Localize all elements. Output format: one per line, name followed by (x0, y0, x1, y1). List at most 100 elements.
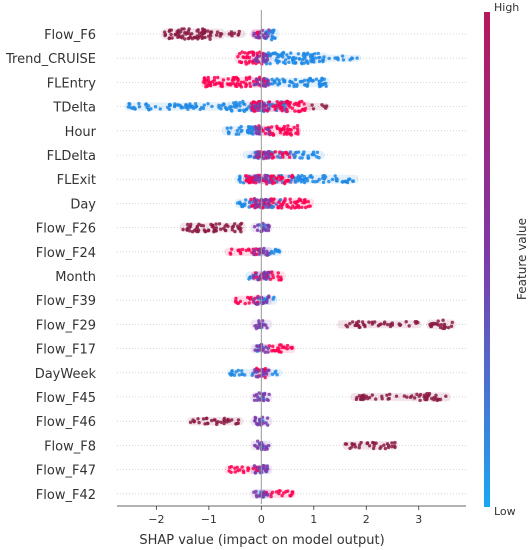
point-flow-f6-high (208, 37, 212, 41)
point-trend-cruise-low (281, 55, 285, 59)
feature-label-trend-cruise: Trend_CRUISE (5, 52, 96, 67)
point-flow-f26-mid (261, 221, 265, 226)
point-flow-f6-high (232, 31, 237, 35)
point-flow-f45-mid (252, 398, 257, 402)
point-dayweek-mid (264, 372, 269, 376)
point-flow-f6-mid (261, 33, 265, 37)
point-flexit-low (321, 180, 326, 185)
point-flow-f46-high (230, 418, 234, 422)
point-month-high (253, 271, 258, 275)
point-flow-f6-high (183, 37, 187, 41)
point-flow-f46-mid (258, 417, 262, 422)
point-flow-f46-high (235, 421, 239, 426)
point-flow-f45-mid (262, 398, 266, 403)
point-tdelta-high (275, 100, 279, 104)
point-flow-f8-mid (267, 443, 271, 448)
point-flow-f45-mid (255, 398, 259, 402)
point-fldelta-low (315, 150, 320, 154)
point-trend-cruise-low (335, 56, 340, 60)
point-flow-f29-high (433, 321, 437, 326)
point-trend-cruise-low (316, 51, 320, 56)
point-flow-f6-high (182, 27, 186, 31)
point-flow-f47-high (241, 469, 246, 473)
point-flentry-high (236, 78, 240, 82)
point-trend-cruise-low (293, 61, 298, 65)
point-flow-f39-high (234, 299, 238, 303)
point-flow-f47-mid (253, 471, 258, 475)
point-flow-f39-mid (256, 302, 260, 306)
point-trend-cruise-low (280, 51, 284, 56)
point-hour-high (296, 132, 300, 136)
point-flow-f26-high (219, 227, 223, 231)
point-flow-f26-high (201, 224, 206, 228)
point-flow-f29-high (348, 322, 352, 326)
point-flow-f17-high (290, 345, 294, 350)
point-flentry-low (321, 82, 325, 87)
point-fldelta-low (276, 155, 280, 159)
point-flentry-high (244, 78, 249, 82)
point-flexit-high (274, 176, 279, 180)
point-day-low (244, 198, 248, 202)
point-hour-low (225, 126, 229, 130)
point-flow-f42-high (274, 490, 279, 494)
point-day-mid (256, 203, 260, 207)
point-day-mid (264, 198, 269, 202)
point-flow-f46-mid (253, 419, 257, 423)
point-flow-f42-mid (255, 495, 259, 499)
point-flow-f24-low (269, 251, 273, 255)
point-flexit-low (341, 180, 345, 184)
point-flow-f6-high (163, 30, 167, 34)
point-flow-f29-high (436, 319, 440, 323)
point-flow-f29-high (370, 322, 375, 326)
point-trend-cruise-low (355, 56, 359, 60)
point-flow-f46-high (216, 420, 220, 424)
point-flow-f6-mid (267, 28, 271, 32)
point-dayweek-low (237, 373, 242, 377)
point-flow-f29-high (360, 320, 365, 324)
point-flow-f46-mid (253, 416, 258, 420)
point-flow-f29-mid (265, 326, 269, 330)
point-flow-f6-high (208, 30, 213, 34)
point-fldelta-low (317, 156, 321, 160)
point-dayweek-low (230, 369, 234, 374)
feature-label-flow-f6: Flow_F6 (44, 28, 96, 43)
point-tdelta-low (241, 102, 246, 106)
point-flow-f26-high (190, 230, 195, 234)
point-hour-mid (254, 131, 258, 135)
feature-points-flow-f8 (250, 439, 399, 452)
point-flow-f17-high (271, 344, 275, 348)
point-flow-f45-high (357, 394, 362, 398)
point-flow-f6-high (196, 37, 200, 41)
point-flow-f45-high (387, 396, 391, 401)
point-flexit-mid (264, 177, 268, 181)
feature-points-flow-f29 (250, 318, 456, 331)
point-trend-cruise-low (305, 60, 310, 64)
point-flow-f8-mid (256, 439, 260, 443)
point-flexit-mid (267, 180, 271, 184)
point-tdelta-low (127, 102, 131, 106)
point-tdelta-low (210, 104, 214, 109)
point-flentry-high (208, 83, 213, 88)
point-day-high (280, 206, 284, 210)
point-flow-f26-high (209, 222, 213, 227)
point-flow-f24-mid (252, 249, 257, 253)
point-flow-f29-mid (264, 323, 268, 327)
point-flentry-high (206, 75, 210, 80)
point-dayweek-low (240, 369, 244, 373)
point-flow-f6-high (168, 36, 172, 40)
x-axis-ticks: −2 −1 0 1 2 3 (148, 506, 422, 526)
point-flexit-low (345, 179, 349, 184)
point-flow-f24-high (239, 251, 243, 256)
point-flow-f6-high (215, 30, 220, 34)
point-dayweek-mid (266, 368, 270, 373)
point-flow-f24-high (230, 247, 234, 251)
feature-points-day (234, 197, 315, 210)
feature-label-flexit: FLExit (57, 173, 96, 188)
point-trend-cruise-low (276, 53, 280, 57)
point-flexit-low (302, 180, 307, 185)
point-fldelta-high (278, 150, 282, 154)
point-flentry-low (273, 81, 277, 85)
point-flexit-low (333, 174, 337, 178)
point-flexit-high (290, 173, 294, 178)
